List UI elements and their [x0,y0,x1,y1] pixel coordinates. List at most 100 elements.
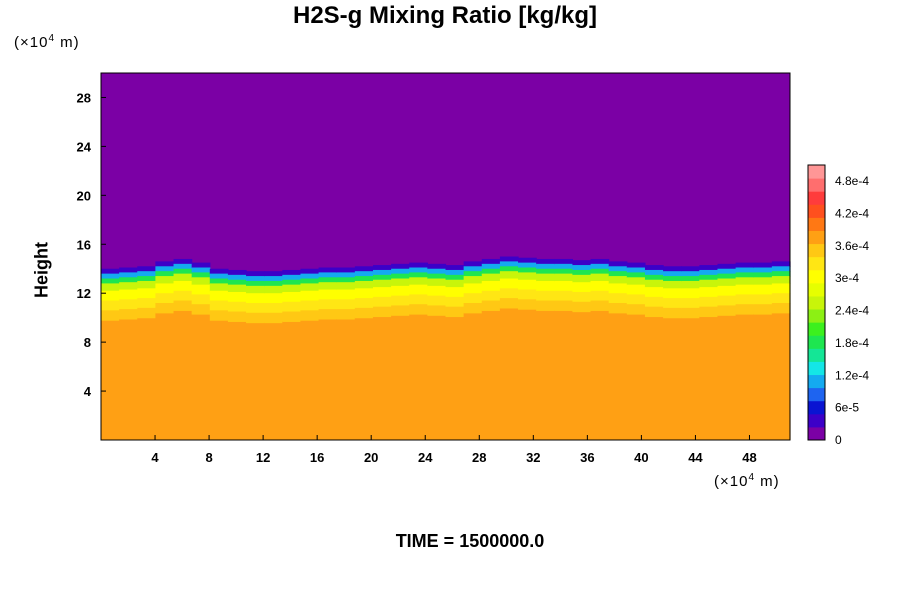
interface-band [554,280,574,292]
interface-band [518,262,537,269]
interface-band [771,276,791,285]
interface-band [119,299,138,310]
interface-band [771,266,791,272]
interface-band [372,274,392,281]
interface-band [101,300,120,311]
interface-band [155,293,175,304]
interface-band [137,280,156,289]
interface-band [409,294,428,305]
colorbar-swatch [808,387,825,402]
colorbar-swatch [808,191,825,205]
colorbar-swatch [808,256,825,271]
lower-region [536,310,555,440]
colorbar-swatch [808,282,825,297]
interface-band [717,305,737,316]
colorbar-swatch [808,295,825,310]
interface-band [173,290,193,302]
lower-region [699,316,719,440]
y-axis-ticks: 4 8 12 16 20 24 28 [77,90,106,399]
interface-band [427,273,447,280]
interface-band [354,271,374,277]
lower-region [173,310,193,440]
interface-band [572,301,592,313]
interface-band [372,269,392,276]
field-column [372,265,392,440]
field-column [101,268,120,440]
y-tick-label: 20 [77,188,91,203]
colorbar-tick-label: 0 [835,433,842,447]
interface-band [463,266,483,272]
interface-band [300,300,320,311]
interface-band [227,269,247,276]
lower-region [554,310,574,440]
colorbar-swatch [808,269,825,284]
lower-region [445,316,465,440]
interface-band [445,274,465,281]
interface-band [481,263,501,270]
interface-band [227,311,247,322]
field-column [209,268,229,440]
interface-band [644,279,664,288]
interface-band [409,284,428,296]
lower-region [463,312,483,440]
interface-band [101,310,120,321]
lower-region [318,318,338,440]
interface-band [209,273,229,280]
interface-band [644,269,664,276]
interface-band [681,307,700,319]
interface-band [427,268,447,275]
y-tick-label: 28 [77,90,91,105]
field-column [191,262,211,440]
interface-band [735,304,755,315]
interface-band [518,267,537,274]
interface-band [499,298,519,309]
interface-band [536,263,555,270]
field-column [300,268,320,440]
colorbar: 0 6e-5 1.2e-4 1.8e-4 2.4e-4 3e-4 3.6e-4 4.2e-4 4… [807,164,869,447]
interface-band [354,298,374,309]
field-column [246,271,265,440]
interface-band [681,271,700,277]
interface-band [554,258,574,265]
colorbar-swatch [808,204,825,218]
lower-region [227,321,247,440]
interface-band [753,267,773,274]
interface-band [536,280,555,292]
y-tick-label: 24 [77,139,92,154]
interface-band [318,272,338,278]
field-column [445,265,465,440]
field-column [536,258,555,440]
interface-band [753,277,773,286]
lower-region [191,313,211,440]
interface-band [518,299,537,310]
colorbar-swatch [808,309,825,323]
interface-band [155,276,175,285]
field-column [282,269,302,440]
interface-band [173,273,193,282]
field-column [264,271,283,440]
interface-band [391,273,410,280]
interface-band [590,290,610,302]
interface-band [681,288,700,299]
field-column [227,269,247,440]
interface-band [463,293,483,304]
interface-band [699,306,719,318]
interface-band [590,263,610,270]
interface-band [663,266,682,272]
colorbar-tick-label: 1.8e-4 [835,336,869,350]
interface-band [554,273,574,282]
interface-band [753,294,773,305]
lower-region [372,316,392,440]
y-tick-label: 8 [84,335,91,350]
interface-band [445,287,465,298]
interface-band [445,306,465,318]
interface-band [264,312,283,324]
interface-band [663,307,682,319]
field-column [735,262,755,440]
interface-band [264,280,283,287]
interface-band [282,301,302,313]
interface-band [191,272,211,278]
field-column [608,261,628,440]
lower-region [663,317,682,440]
interface-band [717,268,737,275]
